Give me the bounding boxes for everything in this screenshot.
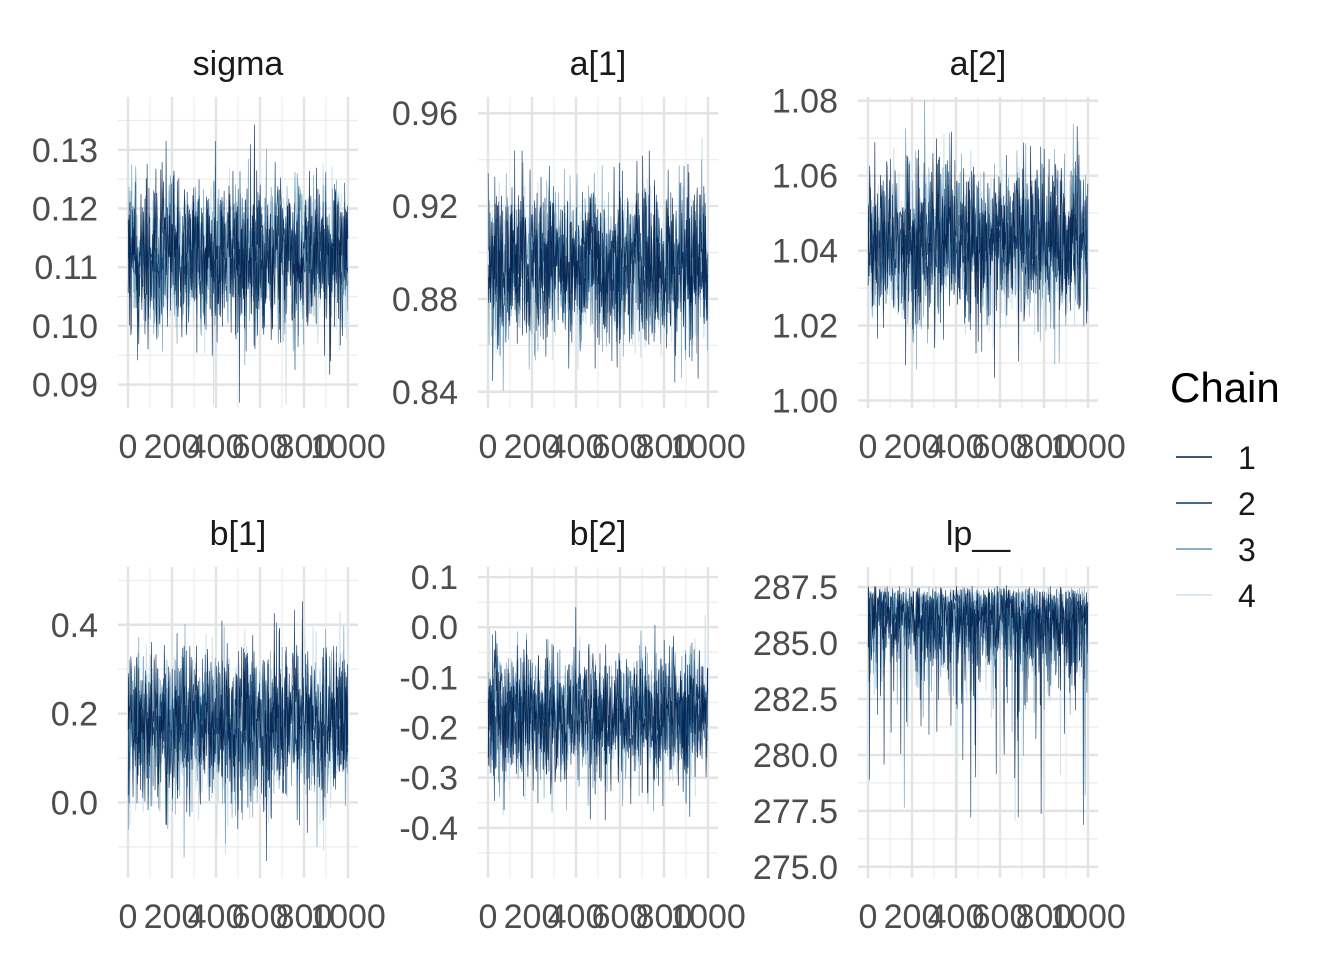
x-tick-label: 200 [504, 428, 561, 466]
panel-title: lp__ [946, 515, 1011, 553]
y-tick-label: 0.0 [411, 609, 458, 647]
x-tick-label: 600 [972, 428, 1029, 466]
x-tick-label: 400 [188, 898, 245, 936]
x-tick-label: 600 [592, 898, 649, 936]
y-tick-label: 1.08 [772, 83, 838, 121]
x-tick-label: 400 [188, 428, 245, 466]
x-tick-label: 800 [636, 428, 693, 466]
panel-title: b[1] [210, 515, 267, 553]
y-tick-label: 1.06 [772, 158, 838, 196]
x-tick-label: 200 [144, 898, 201, 936]
panel-b-2-: b[2] -0.4 -0.3 -0.2 -0.1 0.0 0.1 0 2004006008001… [399, 515, 745, 936]
y-tick-label: -0.1 [399, 659, 458, 697]
panel-a-2-: a[2] 1.00 1.02 1.04 1.06 1.08 0 200400600800100… [772, 45, 1126, 466]
x-tick-label: 400 [548, 898, 605, 936]
x-tick-label: 800 [276, 428, 333, 466]
legend-label: 3 [1238, 532, 1256, 568]
panel-title: a[1] [570, 45, 627, 83]
panel-sigma: sigma 0.09 0.10 0.11 0.12 0.13 0 20040060080010… [32, 45, 386, 466]
x-tick-label: 1000 [670, 898, 746, 936]
x-tick-label: 200 [884, 428, 941, 466]
x-tick-label: 600 [232, 428, 289, 466]
y-tick-label: 0.2 [51, 696, 98, 734]
x-tick-label: 600 [232, 898, 289, 936]
x-tick-label: 1000 [310, 898, 386, 936]
y-tick-label: 0.09 [32, 367, 98, 405]
x-tick-label: 600 [972, 898, 1029, 936]
x-tick-label: 1000 [1050, 898, 1126, 936]
trace-chain-1 [487, 150, 709, 379]
y-tick-label: 0.1 [411, 559, 458, 597]
y-tick-label: 1.02 [772, 308, 838, 346]
y-tick-label: 0.10 [32, 308, 98, 346]
legend-title: Chain [1170, 364, 1280, 411]
y-tick-label: 282.5 [753, 681, 838, 719]
y-tick-label: 0.11 [34, 249, 98, 287]
x-tick-label: 1000 [1050, 428, 1126, 466]
y-tick-label: -0.3 [399, 760, 458, 798]
x-tick-label: 0 [859, 428, 878, 466]
x-tick-label: 1000 [670, 428, 746, 466]
x-tick-label: 0 [119, 428, 138, 466]
x-tick-label: 600 [592, 428, 649, 466]
panel-title: sigma [193, 45, 284, 83]
trace-chain-1 [867, 585, 1089, 814]
y-tick-label: -0.2 [399, 710, 458, 748]
y-tick-label: 0.0 [51, 784, 98, 822]
major-gridlines [858, 567, 1098, 878]
y-tick-label: 0.4 [51, 607, 98, 645]
x-tick-label: 200 [144, 428, 201, 466]
y-tick-label: -0.4 [399, 810, 458, 848]
y-tick-label: 287.5 [753, 569, 838, 607]
trace-chain-1 [127, 601, 349, 833]
trace-chain-1 [127, 124, 349, 375]
y-tick-label: 275.0 [753, 849, 838, 887]
y-tick-label: 1.00 [772, 383, 838, 421]
x-tick-label: 400 [928, 428, 985, 466]
panel-title: a[2] [950, 45, 1007, 83]
y-tick-label: 0.88 [392, 281, 458, 319]
y-tick-label: 0.84 [392, 374, 458, 412]
legend-label: 4 [1238, 578, 1256, 614]
y-tick-label: 0.13 [32, 132, 98, 170]
x-tick-label: 200 [504, 898, 561, 936]
trace-chain-1 [867, 126, 1089, 378]
x-tick-label: 800 [1016, 428, 1073, 466]
x-tick-label: 0 [859, 898, 878, 936]
x-tick-label: 400 [928, 898, 985, 936]
x-tick-label: 400 [548, 428, 605, 466]
x-tick-label: 800 [276, 898, 333, 936]
x-tick-label: 800 [636, 898, 693, 936]
legend: Chain 1 2 3 4 [1170, 364, 1280, 614]
y-tick-label: 0.96 [392, 95, 458, 133]
x-tick-label: 0 [479, 428, 498, 466]
x-tick-label: 0 [119, 898, 138, 936]
panel-lp-: lp__ 275.0 277.5 280.0 282.5 285.0 287.5 0 20040… [753, 515, 1126, 936]
y-tick-label: 285.0 [753, 625, 838, 663]
y-tick-label: 277.5 [753, 793, 838, 831]
x-tick-label: 1000 [310, 428, 386, 466]
x-tick-label: 200 [884, 898, 941, 936]
y-tick-label: 1.04 [772, 233, 838, 271]
y-tick-label: 280.0 [753, 737, 838, 775]
y-tick-label: 0.12 [32, 190, 98, 228]
x-tick-label: 0 [479, 898, 498, 936]
x-tick-label: 800 [1016, 898, 1073, 936]
legend-label: 2 [1238, 486, 1256, 522]
legend-label: 1 [1238, 440, 1256, 476]
y-tick-label: 0.92 [392, 188, 458, 226]
trace-chain-1 [487, 630, 709, 821]
panel-title: b[2] [570, 515, 627, 553]
